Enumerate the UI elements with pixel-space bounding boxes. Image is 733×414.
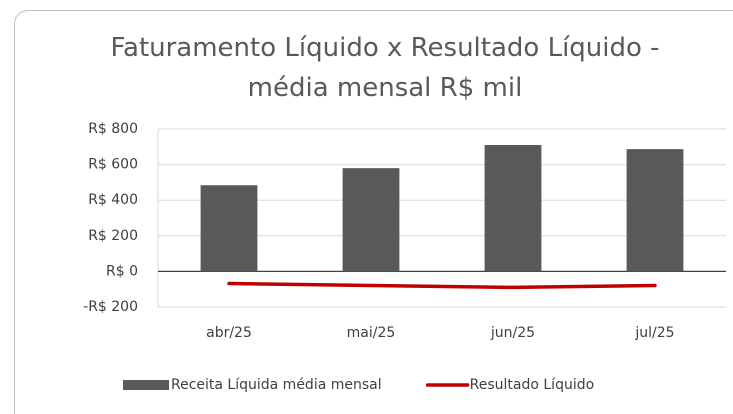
y-tick-label: R$ 200 (88, 228, 138, 244)
legend-label: Receita Líquida média mensal (171, 377, 382, 393)
chart-frame (14, 10, 733, 414)
x-tick-label: jul/25 (634, 325, 674, 341)
legend-swatch (123, 380, 169, 390)
x-tick-label: mai/25 (347, 325, 396, 341)
y-tick-label: R$ 800 (88, 121, 138, 137)
y-tick-label: -R$ 200 (83, 299, 138, 315)
bar (484, 145, 542, 272)
y-tick-label: R$ 400 (88, 192, 138, 208)
chart-title: Faturamento Líquido x Resultado Líquido … (110, 33, 660, 103)
bar (342, 168, 400, 272)
y-tick-label: R$ 0 (106, 263, 138, 279)
x-tick-label: abr/25 (206, 325, 252, 341)
y-tick-label: R$ 600 (88, 157, 138, 173)
legend-label: Resultado Líquido (470, 377, 595, 393)
x-tick-label: jun/25 (490, 325, 535, 341)
bar (200, 185, 258, 272)
bar (626, 149, 684, 272)
line-series (227, 281, 657, 290)
